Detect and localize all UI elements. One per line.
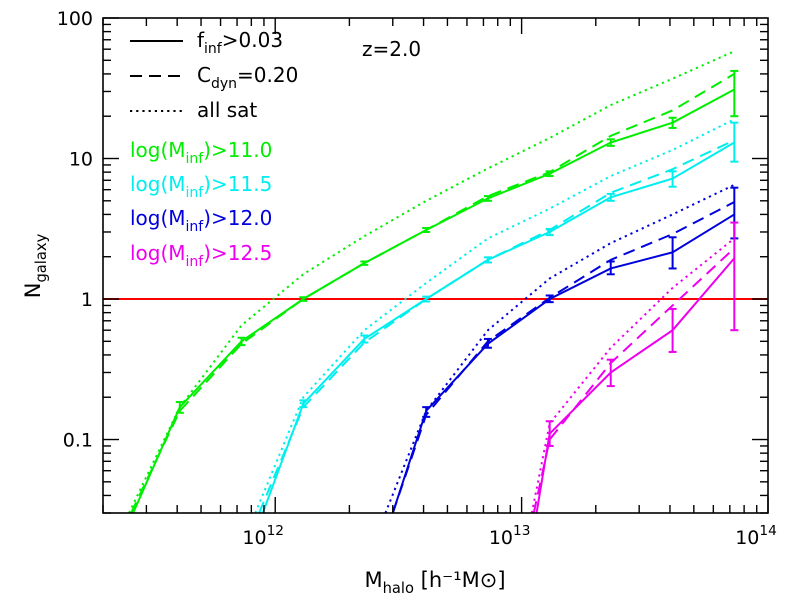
legend-solid-label-rest: >0.03: [222, 28, 283, 52]
series-1-error-bar-4: [545, 228, 554, 237]
x-tick-label-2: 1014: [735, 523, 777, 549]
series-2-error-bar-4: [668, 236, 677, 270]
legend-series-3-rest: )>12.5: [203, 241, 272, 265]
series-0-error-bar-2: [299, 296, 308, 302]
x-tick-label-exp: 12: [267, 523, 284, 539]
legend-solid-label-main: f: [197, 28, 205, 52]
x-axis-label-sub: halo: [383, 580, 414, 597]
series-0-error-bar-7: [606, 138, 615, 147]
legend-series-0-rest: )>11.0: [203, 138, 272, 162]
legend-series-3-main: log(M: [130, 241, 186, 265]
y-tick-label-3: 100: [57, 8, 93, 30]
series-0-error-bar-3: [360, 260, 369, 266]
y-tick-label-2: 10: [69, 149, 93, 171]
series-2-dashed-line: [391, 201, 735, 513]
legend-series-2: log(Minf)>12.0: [130, 206, 272, 235]
legend-series-3: log(Minf)>12.5: [130, 241, 272, 270]
legend-dotted-label: all sat: [197, 98, 257, 122]
legend-series-1-main: log(M: [130, 172, 186, 196]
series-1-solid-line: [261, 141, 735, 513]
series-0-error-bar-4: [422, 227, 431, 233]
x-axis-label-main: M: [364, 568, 382, 592]
series-2-dotted-line: [384, 183, 735, 513]
legend-series-1-sub: inf: [186, 185, 205, 201]
series-2-solid-line: [391, 213, 735, 513]
x-tick-label-1: 1013: [489, 523, 531, 549]
y-axis-label-main: N: [21, 283, 45, 299]
y-axis-label-sub: galaxy: [33, 233, 50, 282]
series-0-error-bar-8: [668, 116, 677, 129]
series-3-error-bar-1: [606, 358, 615, 388]
series-3: [530, 221, 739, 513]
legend-solid-label-sub: inf: [204, 41, 223, 57]
legend-dashed-label-rest: =0.20: [237, 63, 298, 87]
series-1-dashed-line: [258, 139, 735, 513]
y-tick-label-0: 0.1: [63, 430, 93, 452]
series-1-error-bar-1: [360, 334, 369, 344]
series-1: [254, 118, 739, 513]
series-0-error-bar-0: [175, 400, 184, 414]
legend-series-3-sub: inf: [186, 254, 205, 270]
x-tick-label-base: 10: [489, 527, 513, 549]
series-3-dotted-line: [530, 237, 735, 513]
legend-solid-label: finf>0.03: [197, 28, 283, 57]
x-axis-label: Mhalo [h⁻¹M⊙]: [364, 568, 505, 597]
legend-series-0-sub: inf: [186, 151, 205, 167]
plot-frame: [102, 17, 769, 514]
series-0-error-bar-5: [483, 195, 492, 202]
legend-series-0-main: log(M: [130, 138, 186, 162]
legend-dashed-label-main: C: [197, 63, 211, 87]
series-0: [128, 50, 739, 513]
legend-series-0: log(Minf)>11.0: [130, 138, 272, 167]
x-tick-label-base: 10: [735, 527, 759, 549]
redshift-annotation: z=2.0: [362, 37, 421, 61]
series-0-error-bar-9: [730, 69, 739, 118]
legend-dashed-label: Cdyn=0.20: [197, 63, 298, 92]
series-3-error-bar-0: [545, 420, 554, 447]
series-1-error-bar-6: [668, 170, 677, 188]
series-0-error-bar-1: [237, 336, 246, 347]
legend-dashed-label-sub: dyn: [211, 76, 237, 92]
series-1-error-bar-5: [606, 192, 615, 202]
series-3-error-bar-3: [730, 221, 739, 332]
x-tick-label-0: 1012: [242, 523, 284, 549]
series-1-error-bar-7: [730, 121, 739, 163]
series-2-error-bar-2: [545, 294, 554, 304]
legend-series-1-rest: )>11.5: [203, 172, 272, 196]
legend-series-1: log(Minf)>11.5: [130, 172, 272, 201]
x-tick-label-exp: 14: [759, 523, 776, 539]
legend-dotted-label-main: all sat: [197, 98, 257, 122]
series-2-error-bar-0: [422, 406, 431, 418]
series-3-solid-line: [535, 257, 736, 513]
x-tick-label-base: 10: [242, 527, 266, 549]
series-2: [384, 183, 739, 513]
x-tick-label-exp: 13: [513, 523, 530, 539]
legend-series-2-rest: )>12.0: [203, 206, 272, 230]
series-1-error-bar-3: [483, 256, 492, 264]
x-axis-label-rest: [h⁻¹M⊙]: [414, 568, 506, 592]
series-1-error-bar-2: [422, 295, 431, 303]
series-3-error-bar-2: [668, 307, 677, 353]
series-2-error-bar-1: [483, 337, 492, 349]
legend-series-2-main: log(M: [130, 206, 186, 230]
series-1-dotted-line: [254, 118, 735, 513]
y-axis-label: Ngalaxy: [21, 233, 50, 298]
series-2-error-bar-3: [606, 260, 615, 276]
series-0-error-bar-6: [545, 170, 554, 178]
legend-series-2-sub: inf: [186, 219, 205, 235]
series-1-error-bar-0: [299, 399, 308, 409]
y-tick-label-1: 1: [81, 289, 93, 311]
